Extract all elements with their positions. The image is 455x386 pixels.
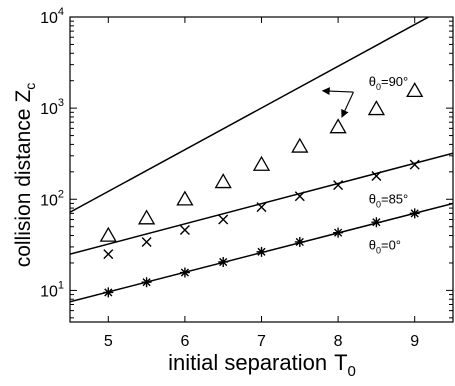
triangle-marker — [99, 226, 117, 242]
triangle-marker — [367, 100, 386, 116]
y-tick-label: 102 — [40, 188, 64, 209]
x-marker — [371, 171, 382, 181]
arrow-2 — [341, 91, 354, 118]
x-axis-label: initial separation T0 — [168, 350, 356, 380]
triangle-marker — [291, 137, 309, 153]
plot-frame — [69, 16, 454, 323]
y-tick-label: 103 — [40, 97, 64, 118]
asterisk-marker — [409, 208, 420, 219]
asterisk-marker — [179, 267, 190, 278]
x-marker — [294, 191, 305, 202]
triangle-marker — [137, 209, 156, 225]
asterisk-marker — [256, 246, 267, 257]
y-tick-label: 101 — [40, 279, 64, 300]
asterisk-marker — [141, 277, 152, 288]
asterisk-marker — [103, 287, 114, 298]
x-tick-label: 9 — [410, 333, 419, 350]
triangle-marker — [214, 173, 232, 189]
x-tick-label: 8 — [334, 333, 343, 350]
asterisk-marker — [333, 227, 344, 238]
x-marker — [141, 236, 152, 247]
x-marker — [103, 249, 114, 260]
x-marker — [256, 202, 267, 213]
arrow-1 — [321, 87, 354, 96]
annotation-label-2: θ0=85° — [369, 191, 409, 209]
x-marker — [218, 214, 229, 225]
x-marker — [333, 180, 344, 191]
plot-area: 5 6 7 8 9 101 102 103 104 θ0=90° θ0=85° θ0=0° — [40, 6, 454, 350]
x-marker — [409, 159, 420, 170]
fit-line-1 — [70, 17, 431, 213]
x-tick-label: 6 — [180, 333, 189, 350]
x-tick-label: 5 — [104, 333, 113, 350]
annotation-label-3: θ0=0° — [369, 238, 401, 256]
x-tick-label: 7 — [257, 333, 266, 350]
y-tick-label: 104 — [40, 6, 64, 27]
fit-line-2 — [70, 152, 453, 255]
triangle-marker — [406, 81, 424, 98]
asterisk-marker — [294, 236, 305, 247]
x-marker — [179, 225, 190, 235]
triangle-marker — [329, 118, 347, 134]
asterisk-marker — [371, 217, 382, 228]
asterisk-marker — [218, 256, 229, 267]
triangle-marker — [252, 155, 271, 171]
triangle-marker — [176, 190, 194, 206]
y-axis-label: collision distanceZc — [12, 83, 38, 268]
annotation-label-1: θ0=90° — [369, 74, 409, 92]
